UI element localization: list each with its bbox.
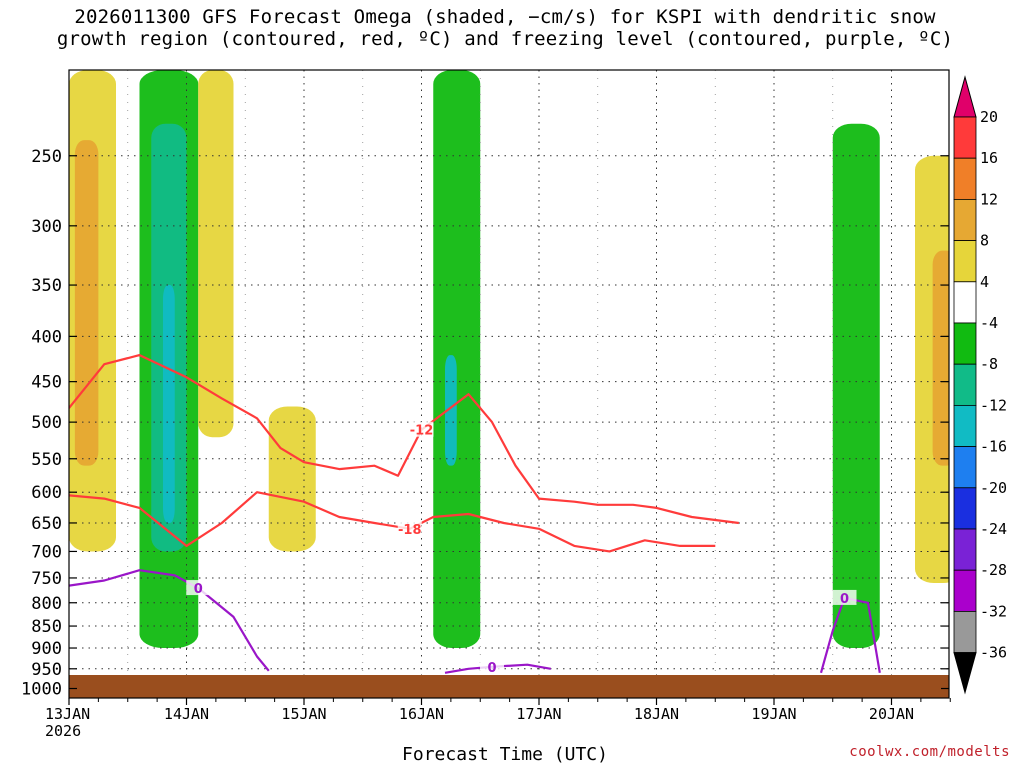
omega-region-7 bbox=[433, 70, 481, 649]
colorbar-label: 20 bbox=[980, 108, 998, 126]
colorbar-segment bbox=[953, 611, 977, 654]
x-tick-label: 19JAN bbox=[751, 705, 796, 723]
y-tick-label: 700 bbox=[31, 542, 62, 562]
credit-text: coolwx.com/modelts bbox=[849, 744, 1010, 760]
colorbar-label: -12 bbox=[980, 396, 1007, 414]
colorbar-segment bbox=[953, 569, 977, 612]
colorbar-segment bbox=[953, 281, 977, 324]
freezing-contour-label: 0 bbox=[194, 582, 203, 597]
y-tick-label: 250 bbox=[31, 147, 62, 167]
y-tick-label: 600 bbox=[31, 483, 62, 503]
dendritic-contour-label: -18 bbox=[398, 523, 422, 538]
omega-region-4 bbox=[163, 285, 175, 523]
colorbar-segment bbox=[953, 198, 977, 241]
colorbar-label: -4 bbox=[980, 314, 998, 332]
y-tick-label: 850 bbox=[31, 617, 62, 637]
colorbar-label: 16 bbox=[980, 149, 998, 167]
y-tick-label: 900 bbox=[31, 639, 62, 659]
x-tick-label: 13JAN bbox=[45, 705, 90, 723]
y-tick-label: 550 bbox=[31, 450, 62, 470]
y-tick-label: 750 bbox=[31, 569, 62, 589]
x-tick-label: 18JAN bbox=[634, 705, 679, 723]
colorbar-label: -36 bbox=[980, 644, 1007, 662]
colorbar-label: 4 bbox=[980, 273, 989, 291]
colorbar-label: -20 bbox=[980, 479, 1007, 497]
dendritic-contour-0 bbox=[69, 354, 739, 525]
colorbar-bottom-arrow bbox=[953, 652, 977, 695]
colorbar-segment bbox=[953, 487, 977, 530]
plot-frame bbox=[68, 69, 950, 699]
x-tick-label: 16JAN bbox=[399, 705, 444, 723]
omega-region-1 bbox=[74, 140, 99, 466]
x-tick-label: 17JAN bbox=[516, 705, 561, 723]
colorbar-top-arrow bbox=[953, 75, 977, 118]
colorbar-segment bbox=[953, 157, 977, 200]
x-axis-label: Forecast Time (UTC) bbox=[402, 744, 608, 765]
colorbar-label: -8 bbox=[980, 355, 998, 373]
colorbar-label: 12 bbox=[980, 190, 998, 208]
freezing-contour-label: 0 bbox=[840, 592, 849, 607]
dendritic-label-bg bbox=[409, 421, 434, 437]
colorbar-segment bbox=[953, 322, 977, 365]
freezing-contour-label: 0 bbox=[487, 661, 496, 676]
colorbar-label: -32 bbox=[980, 602, 1007, 620]
colorbar-segment bbox=[953, 240, 977, 283]
colorbar-segment bbox=[953, 116, 977, 159]
y-tick-label: 400 bbox=[31, 327, 62, 347]
x-tick-label: 15JAN bbox=[281, 705, 326, 723]
freezing-label-bg bbox=[832, 589, 857, 605]
ground-surface bbox=[69, 675, 949, 698]
y-tick-label: 800 bbox=[31, 594, 62, 614]
y-tick-label: 1000 bbox=[21, 680, 62, 700]
colorbar-label: -16 bbox=[980, 438, 1007, 456]
dendritic-contour-label: -12 bbox=[410, 424, 434, 439]
omega-region-5 bbox=[198, 70, 234, 438]
colorbar-label: 8 bbox=[980, 232, 989, 250]
chart-title: 2026011300 GFS Forecast Omega (shaded, −… bbox=[56, 6, 954, 50]
omega-region-6 bbox=[268, 406, 316, 552]
colorbar-segment bbox=[953, 446, 977, 489]
colorbar-segment bbox=[953, 404, 977, 447]
colorbar-label: -28 bbox=[980, 561, 1007, 579]
y-tick-label: 950 bbox=[31, 660, 62, 680]
colorbar-segment bbox=[953, 528, 977, 571]
colorbar-label: -24 bbox=[980, 520, 1007, 538]
y-tick-label: 300 bbox=[31, 217, 62, 237]
freezing-label-bg bbox=[480, 658, 504, 674]
x-tick-label: 20JAN bbox=[869, 705, 914, 723]
y-tick-label: 450 bbox=[31, 373, 62, 393]
colorbar-segment bbox=[953, 363, 977, 406]
dendritic-label-bg bbox=[397, 520, 422, 536]
x-tick-label: 2026 bbox=[45, 722, 81, 740]
omega-region-9 bbox=[832, 123, 880, 649]
omega-region-8 bbox=[445, 355, 457, 466]
y-tick-label: 650 bbox=[31, 514, 62, 534]
freezing-label-bg bbox=[186, 580, 211, 596]
y-tick-label: 350 bbox=[31, 276, 62, 296]
omega-region-11 bbox=[932, 250, 949, 466]
x-tick-label: 14JAN bbox=[164, 705, 209, 723]
y-tick-label: 500 bbox=[31, 413, 62, 433]
